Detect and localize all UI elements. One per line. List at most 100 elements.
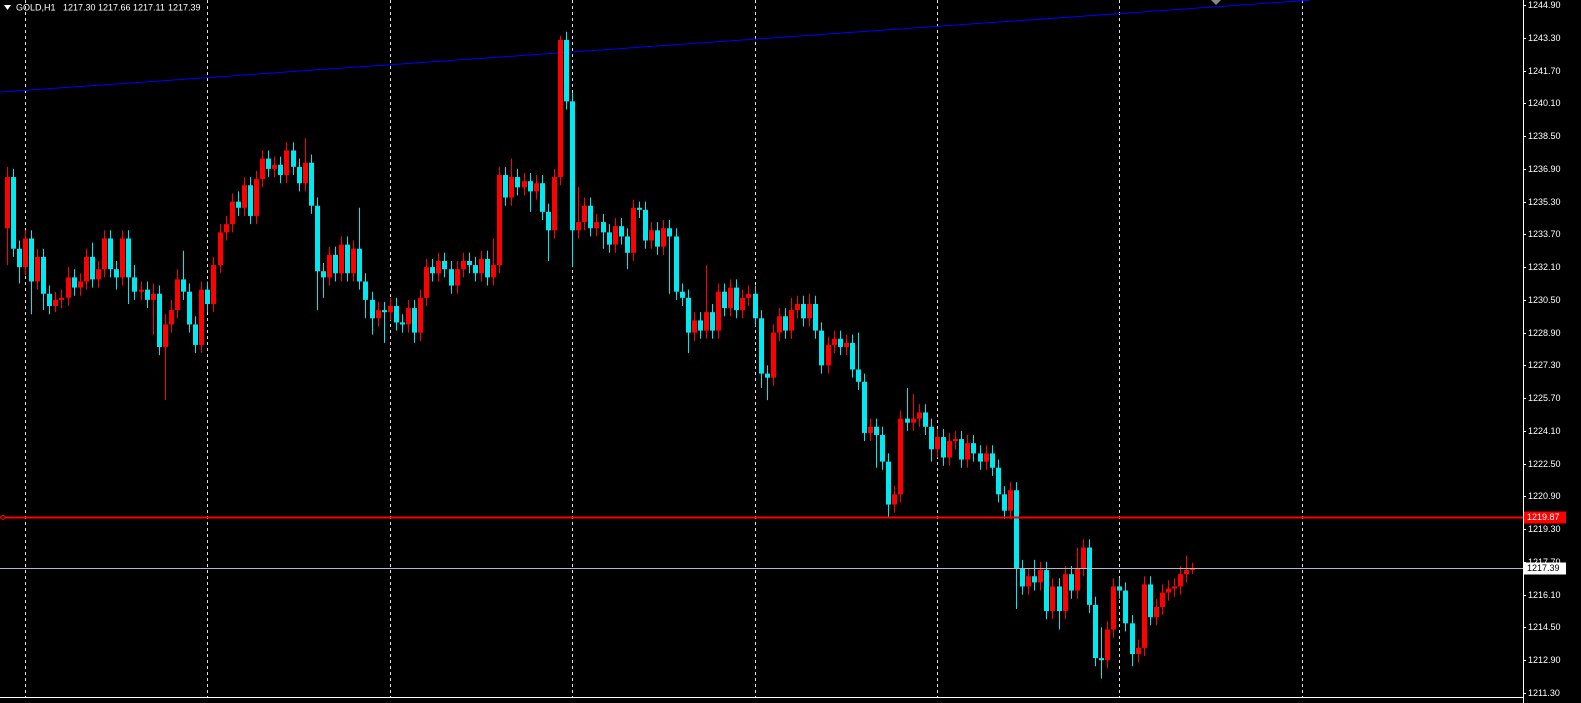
candle-body bbox=[291, 150, 296, 167]
candle-body bbox=[236, 201, 241, 208]
candle-body bbox=[935, 437, 940, 450]
candle-body bbox=[546, 211, 551, 231]
candle-body bbox=[1142, 584, 1147, 648]
symbol-menu-arrow[interactable] bbox=[4, 5, 11, 10]
y-tick-label: 1219.30 bbox=[1528, 524, 1561, 534]
candle-body bbox=[205, 289, 210, 304]
candle-body bbox=[442, 260, 447, 270]
candle-body bbox=[667, 228, 672, 237]
candle-body bbox=[698, 320, 703, 331]
candle-body bbox=[509, 177, 514, 198]
candle-body bbox=[382, 310, 387, 313]
candle-body bbox=[515, 177, 520, 188]
candle-body bbox=[53, 299, 58, 307]
candle-body bbox=[424, 267, 429, 298]
candle-body bbox=[1111, 586, 1116, 630]
y-tick-label: 1238.50 bbox=[1528, 131, 1561, 141]
candle-body bbox=[777, 316, 782, 333]
candle-body bbox=[175, 279, 180, 311]
candle-body bbox=[649, 230, 654, 241]
y-tick-label: 1240.10 bbox=[1528, 98, 1561, 108]
candle-body bbox=[363, 281, 368, 300]
candle-body bbox=[1081, 547, 1086, 569]
candle-body bbox=[789, 310, 794, 331]
candle-body bbox=[637, 207, 642, 210]
candle-body bbox=[376, 310, 381, 319]
candle-body bbox=[394, 306, 399, 323]
candle-body bbox=[522, 181, 527, 188]
candle-body bbox=[17, 248, 22, 268]
candle-body bbox=[485, 258, 490, 278]
candle-body bbox=[996, 467, 1001, 495]
candle-body bbox=[643, 209, 648, 241]
candle-body bbox=[728, 287, 733, 309]
y-tick-label: 1233.70 bbox=[1528, 229, 1561, 239]
candle-body bbox=[795, 303, 800, 311]
level-handle bbox=[0, 515, 6, 520]
candle-body bbox=[169, 310, 174, 325]
candle-body bbox=[297, 166, 302, 184]
candle-body bbox=[613, 226, 618, 245]
y-tick-label: 1241.70 bbox=[1528, 66, 1561, 76]
y-tick-label: 1235.30 bbox=[1528, 197, 1561, 207]
candle-body bbox=[193, 324, 198, 345]
candle-body bbox=[181, 279, 186, 292]
level-label-box bbox=[1524, 562, 1566, 575]
candle-body bbox=[1057, 586, 1062, 612]
candle-body bbox=[941, 437, 946, 458]
candle-body bbox=[412, 308, 417, 333]
candle-body bbox=[674, 236, 679, 292]
y-tick-label: 1211.30 bbox=[1528, 688, 1560, 698]
candle-body bbox=[1123, 590, 1128, 624]
candle-body bbox=[680, 291, 685, 298]
candle-body bbox=[187, 291, 192, 325]
y-tick-label: 1216.10 bbox=[1528, 590, 1561, 600]
candle-body bbox=[874, 426, 879, 435]
candle-body bbox=[370, 299, 375, 319]
candle-body bbox=[576, 222, 581, 231]
candle-body bbox=[47, 293, 52, 307]
y-tick-label: 1236.90 bbox=[1528, 164, 1561, 174]
candle-body bbox=[254, 179, 259, 216]
candle-body bbox=[540, 183, 545, 212]
candle-body bbox=[947, 441, 952, 458]
candle-body bbox=[266, 158, 271, 169]
candle-body bbox=[528, 181, 533, 192]
candle-body bbox=[1172, 586, 1177, 589]
candle-body bbox=[224, 224, 229, 233]
symbol-label: GOLD,H1 bbox=[16, 2, 56, 12]
candle-body bbox=[248, 185, 253, 216]
candle-body bbox=[923, 412, 928, 427]
y-tick-label: 1228.90 bbox=[1528, 328, 1561, 338]
candle-body bbox=[96, 269, 101, 280]
candle-body bbox=[272, 164, 277, 169]
quote-open: 1217.30 bbox=[63, 2, 96, 12]
candle-body bbox=[929, 426, 934, 450]
candle-body bbox=[990, 453, 995, 468]
candle-body bbox=[351, 248, 356, 274]
candle-body bbox=[1032, 576, 1037, 583]
candle-body bbox=[84, 256, 89, 282]
level-label-box bbox=[1524, 511, 1566, 524]
candle-body bbox=[1026, 576, 1031, 587]
candle-body bbox=[467, 260, 472, 266]
quote-low: 1217.11 bbox=[133, 2, 165, 12]
candle-body bbox=[862, 381, 867, 433]
candle-body bbox=[278, 164, 283, 176]
candle-body bbox=[746, 293, 751, 298]
candle-body bbox=[218, 232, 223, 266]
candles bbox=[5, 31, 1195, 679]
candle-body bbox=[333, 254, 338, 274]
candle-body bbox=[655, 230, 660, 247]
candle-body bbox=[1190, 568, 1195, 571]
candle-body bbox=[315, 205, 320, 272]
candle-body bbox=[601, 222, 606, 233]
candle-body bbox=[826, 344, 831, 366]
candle-body bbox=[704, 312, 709, 331]
candle-body bbox=[1050, 586, 1055, 612]
y-tick-label: 1243.30 bbox=[1528, 33, 1561, 43]
candle-body bbox=[436, 260, 441, 274]
candle-body bbox=[813, 303, 818, 331]
